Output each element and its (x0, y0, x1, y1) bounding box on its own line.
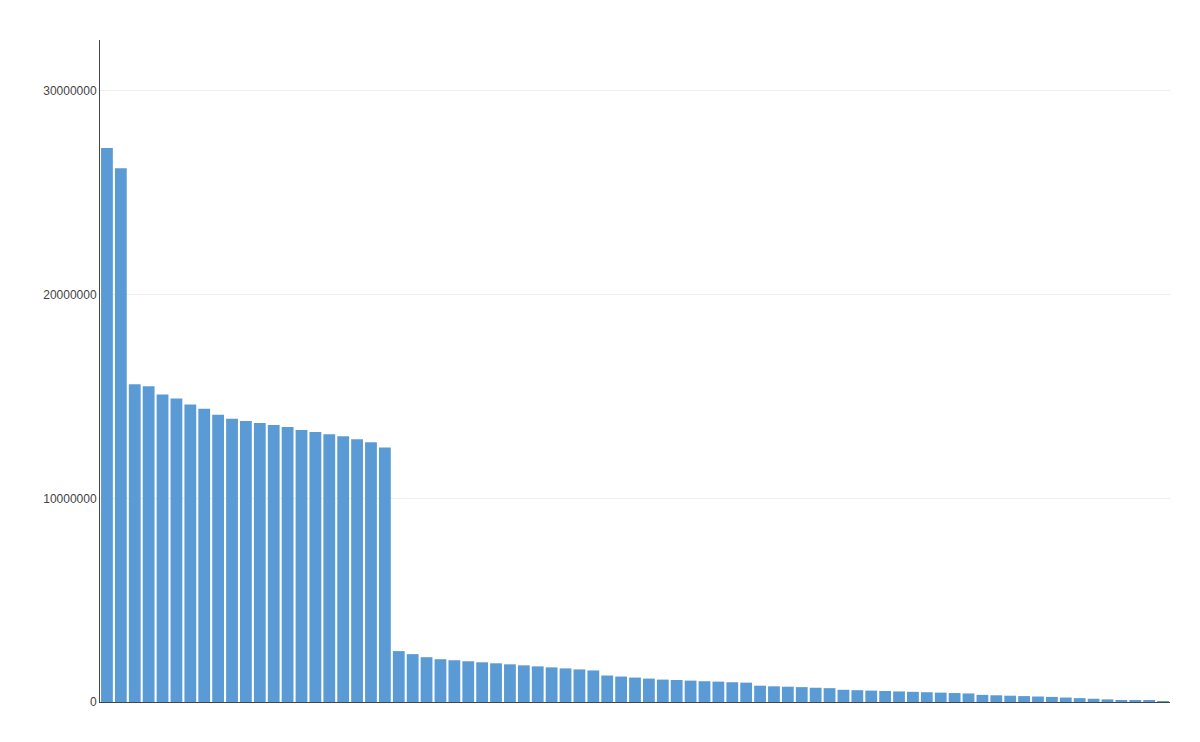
svg-text:0: 0 (90, 695, 97, 709)
svg-text:30000000: 30000000 (43, 84, 97, 98)
svg-text:10000000: 10000000 (43, 492, 97, 506)
svg-text:20000000: 20000000 (43, 288, 97, 302)
